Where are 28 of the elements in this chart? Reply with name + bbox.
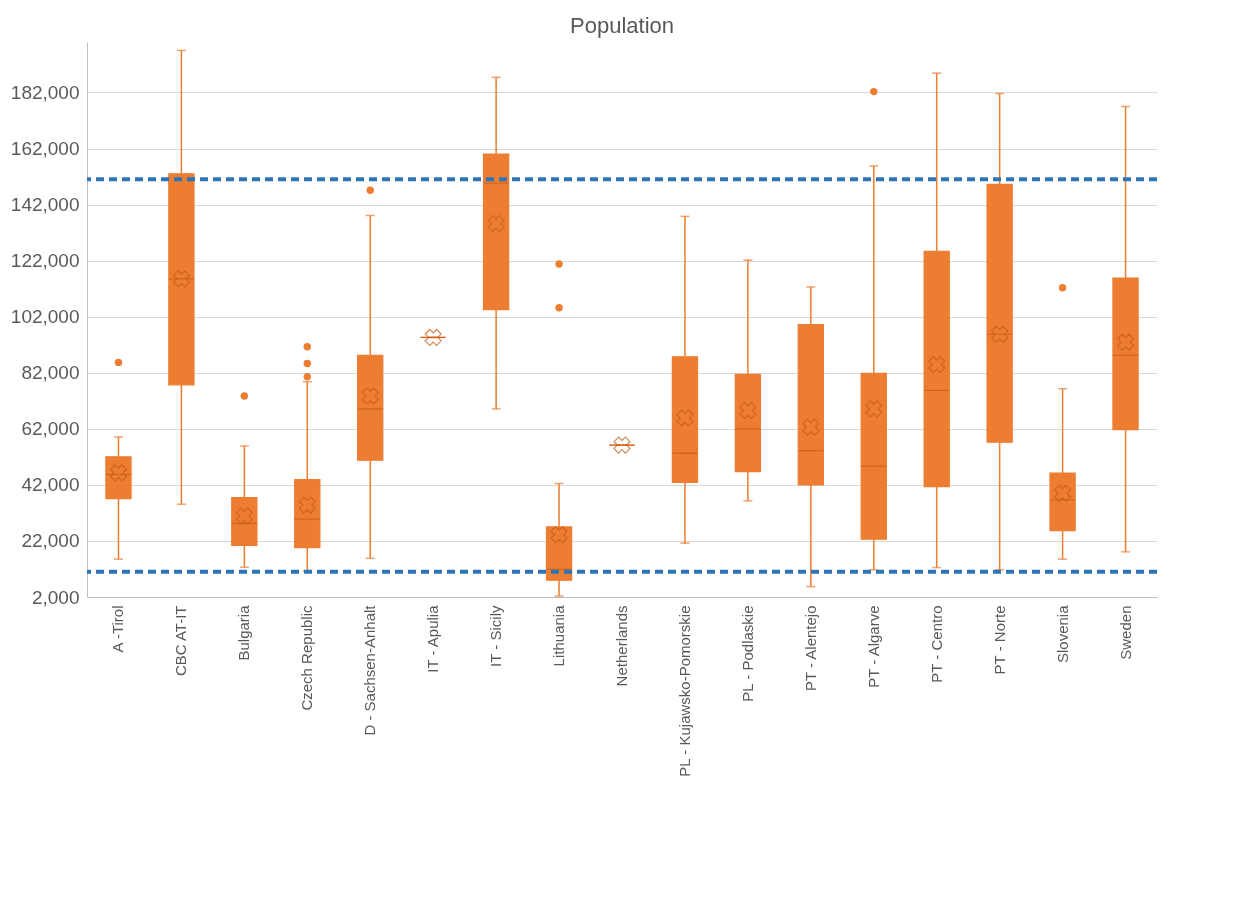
x-tick-label: PL - Kujawsko-Pomorskie — [675, 605, 693, 777]
y-tick-label: 102,000 — [10, 306, 80, 328]
x-tick-label: D - Sachsen-Anhalt — [361, 604, 379, 736]
x-tick-label: Netherlands — [613, 605, 630, 687]
y-tick-label: 182,000 — [10, 81, 80, 103]
x-tick-label: PT - Centro — [927, 605, 945, 683]
y-tick-label: 22,000 — [21, 530, 80, 552]
x-tick-label: CBC AT-IT — [172, 605, 190, 677]
x-tick-label: PL - Podlaskie — [738, 605, 756, 702]
x-tick-label: A -Tirol — [109, 605, 127, 653]
x-tick-label: Czech Republic — [298, 605, 316, 711]
x-tick-label: Slovenia — [1053, 604, 1071, 664]
y-tick-label: 62,000 — [21, 418, 80, 440]
y-tick-label: 42,000 — [21, 474, 80, 496]
x-tick-label: PT - Norte — [990, 605, 1008, 675]
x-tick-label: Lithuania — [550, 604, 568, 667]
y-tick-label: 122,000 — [10, 250, 80, 272]
x-tick-label: PT - Alentejo — [801, 605, 819, 692]
y-tick-label: 162,000 — [10, 138, 80, 160]
x-tick-label: Bulgaria — [235, 604, 253, 661]
x-tick-label: IT - Sicily — [487, 605, 505, 667]
y-tick-label: 82,000 — [21, 362, 80, 384]
x-tick-label: PT - Algarve — [864, 605, 882, 688]
y-tick-label: 2,000 — [31, 586, 80, 608]
x-tick-label: IT - Apulia — [424, 604, 442, 673]
x-tick-label: Sweden — [1116, 605, 1134, 660]
chart-title: Population — [570, 13, 674, 38]
y-tick-label: 142,000 — [10, 194, 80, 216]
